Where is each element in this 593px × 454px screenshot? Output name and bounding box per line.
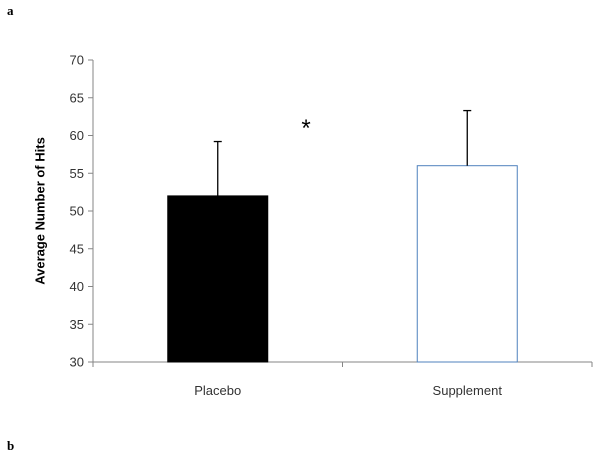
y-tick-label: 60: [70, 128, 84, 143]
y-tick-labels: 30 35 40 45 50 55 60 65 70: [70, 53, 84, 370]
y-tick-label: 35: [70, 317, 84, 332]
panel-label: a: [7, 3, 14, 18]
y-tick-label: 65: [70, 90, 84, 105]
category-label-supplement: Supplement: [433, 383, 503, 398]
category-label-placebo: Placebo: [194, 383, 241, 398]
y-tick-label: 45: [70, 241, 84, 256]
y-tick-label: 55: [70, 166, 84, 181]
y-tick-label: 50: [70, 204, 84, 219]
significance-asterisk: *: [301, 115, 310, 142]
y-tick-label: 70: [70, 53, 84, 68]
panel-label-next: b: [7, 438, 15, 453]
annotations: *: [301, 115, 310, 142]
y-tick-label: 30: [70, 355, 84, 370]
bars: [167, 165, 518, 363]
bar-supplement: [416, 165, 518, 363]
y-axis-label: Average Number of Hits: [32, 137, 47, 285]
bar-placebo: [167, 195, 269, 363]
x-category-labels: Placebo Supplement: [194, 383, 502, 398]
y-tick-label: 40: [70, 279, 84, 294]
error-bars: [213, 109, 472, 196]
